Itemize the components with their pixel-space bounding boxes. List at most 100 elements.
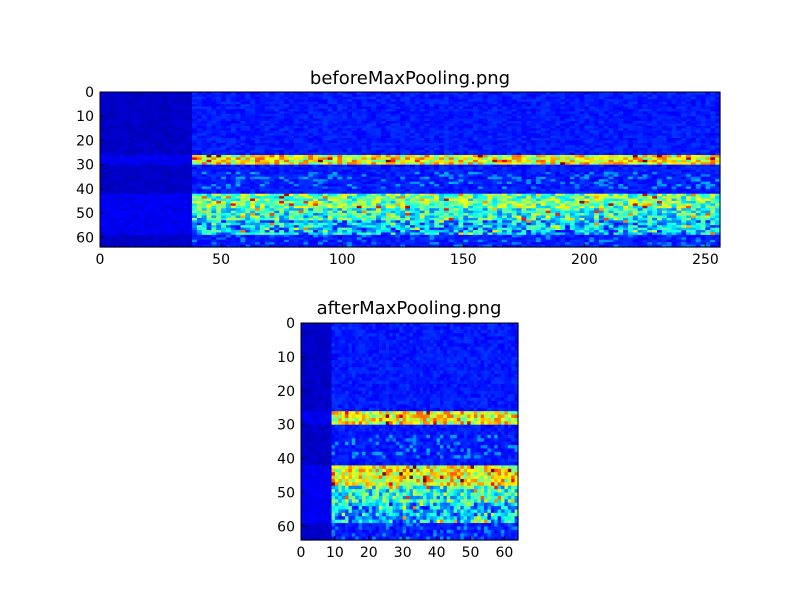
heatmap-cell bbox=[230, 111, 237, 115]
heatmap-cell bbox=[172, 101, 179, 105]
heatmap-cell bbox=[255, 176, 261, 180]
heatmap-cell bbox=[119, 133, 125, 137]
heatmap-cell bbox=[690, 174, 697, 178]
heatmap-cell bbox=[206, 125, 212, 129]
heatmap-cell bbox=[225, 130, 232, 134]
heatmap-cell bbox=[240, 104, 246, 108]
heatmap-cell bbox=[448, 179, 455, 183]
heatmap-cell bbox=[715, 154, 721, 158]
heatmap-cell bbox=[288, 111, 295, 115]
heatmap-cell bbox=[322, 111, 329, 115]
heatmap-cell bbox=[526, 106, 532, 110]
heatmap-cell bbox=[647, 108, 653, 112]
heatmap-cell bbox=[206, 147, 212, 151]
heatmap-cell bbox=[613, 179, 619, 183]
heatmap-cell bbox=[569, 135, 576, 139]
heatmap-cell bbox=[182, 104, 188, 108]
heatmap-cell bbox=[192, 181, 198, 185]
heatmap-cell bbox=[574, 157, 581, 161]
heatmap-cell bbox=[565, 164, 571, 168]
heatmap-cell bbox=[104, 154, 111, 158]
heatmap-cell bbox=[468, 111, 474, 115]
heatmap-cell bbox=[545, 179, 552, 183]
heatmap-cell bbox=[666, 133, 673, 137]
heatmap-cell bbox=[192, 94, 198, 98]
heatmap-cell bbox=[414, 154, 421, 158]
heatmap-cell bbox=[182, 140, 188, 144]
heatmap-cell bbox=[623, 96, 629, 100]
heatmap-cell bbox=[419, 108, 426, 112]
heatmap-cell bbox=[177, 101, 183, 105]
heatmap-cell bbox=[395, 167, 401, 171]
heatmap-cell bbox=[511, 150, 518, 154]
heatmap-cell bbox=[492, 111, 498, 115]
heatmap-cell bbox=[477, 179, 484, 183]
heatmap-cell bbox=[710, 140, 716, 144]
heatmap-cell bbox=[206, 135, 212, 139]
heatmap-cell bbox=[700, 133, 707, 137]
heatmap-cell bbox=[545, 164, 552, 168]
heatmap-cell bbox=[560, 99, 566, 103]
heatmap-cell bbox=[356, 125, 363, 129]
heatmap-cell bbox=[715, 108, 721, 112]
heatmap-cell bbox=[303, 174, 309, 178]
heatmap-cell bbox=[148, 159, 154, 163]
heatmap-cell bbox=[623, 184, 629, 188]
heatmap-cell bbox=[361, 138, 367, 142]
heatmap-cell bbox=[221, 179, 227, 183]
heatmap-cell bbox=[661, 130, 668, 134]
heatmap-cell bbox=[230, 169, 237, 173]
heatmap-cell bbox=[124, 123, 130, 127]
heatmap-cell bbox=[410, 106, 416, 110]
heatmap-cell bbox=[322, 130, 329, 134]
heatmap-cell bbox=[472, 147, 479, 151]
heatmap-cell bbox=[511, 142, 518, 146]
heatmap-cell bbox=[284, 184, 290, 188]
heatmap-cell bbox=[351, 176, 358, 180]
heatmap-cell bbox=[119, 135, 125, 139]
heatmap-cell bbox=[255, 92, 261, 96]
heatmap-cell bbox=[264, 150, 271, 154]
heatmap-cell bbox=[681, 150, 687, 154]
heatmap-cell bbox=[550, 123, 556, 127]
heatmap-cell bbox=[405, 92, 411, 96]
heatmap-cell bbox=[603, 104, 610, 108]
heatmap-cell bbox=[410, 145, 416, 149]
heatmap-cell bbox=[250, 162, 256, 166]
heatmap-cell bbox=[337, 96, 343, 100]
heatmap-cell bbox=[565, 145, 571, 149]
heatmap-cell bbox=[221, 184, 227, 188]
heatmap-cell bbox=[516, 125, 522, 129]
heatmap-cell bbox=[187, 171, 193, 175]
heatmap-cell bbox=[521, 116, 527, 120]
heatmap-cell bbox=[177, 92, 183, 96]
heatmap-cell bbox=[313, 159, 319, 163]
heatmap-cell bbox=[569, 138, 576, 142]
heatmap-cell bbox=[405, 164, 411, 168]
heatmap-cell bbox=[356, 104, 363, 108]
heatmap-cell bbox=[405, 147, 411, 151]
heatmap-cell bbox=[361, 104, 367, 108]
heatmap-cell bbox=[439, 164, 445, 168]
heatmap-cell bbox=[337, 162, 343, 166]
heatmap-cell bbox=[627, 101, 634, 105]
heatmap-cell bbox=[584, 128, 590, 132]
heatmap-cell bbox=[288, 118, 295, 122]
heatmap-cell bbox=[652, 164, 658, 168]
heatmap-cell bbox=[192, 184, 198, 188]
heatmap-cell bbox=[400, 167, 406, 171]
heatmap-cell bbox=[390, 157, 397, 161]
heatmap-cell bbox=[225, 154, 232, 158]
heatmap-cell bbox=[526, 176, 532, 180]
heatmap-cell bbox=[395, 174, 401, 178]
heatmap-cell bbox=[138, 128, 145, 132]
heatmap-cell bbox=[245, 116, 251, 120]
heatmap-cell bbox=[443, 118, 450, 122]
heatmap-cell bbox=[148, 147, 154, 151]
heatmap-cell bbox=[579, 140, 585, 144]
heatmap-cell bbox=[356, 138, 363, 142]
heatmap-cell bbox=[695, 162, 702, 166]
heatmap-cell bbox=[472, 106, 479, 110]
heatmap-cell bbox=[269, 116, 275, 120]
heatmap-cell bbox=[661, 152, 668, 156]
